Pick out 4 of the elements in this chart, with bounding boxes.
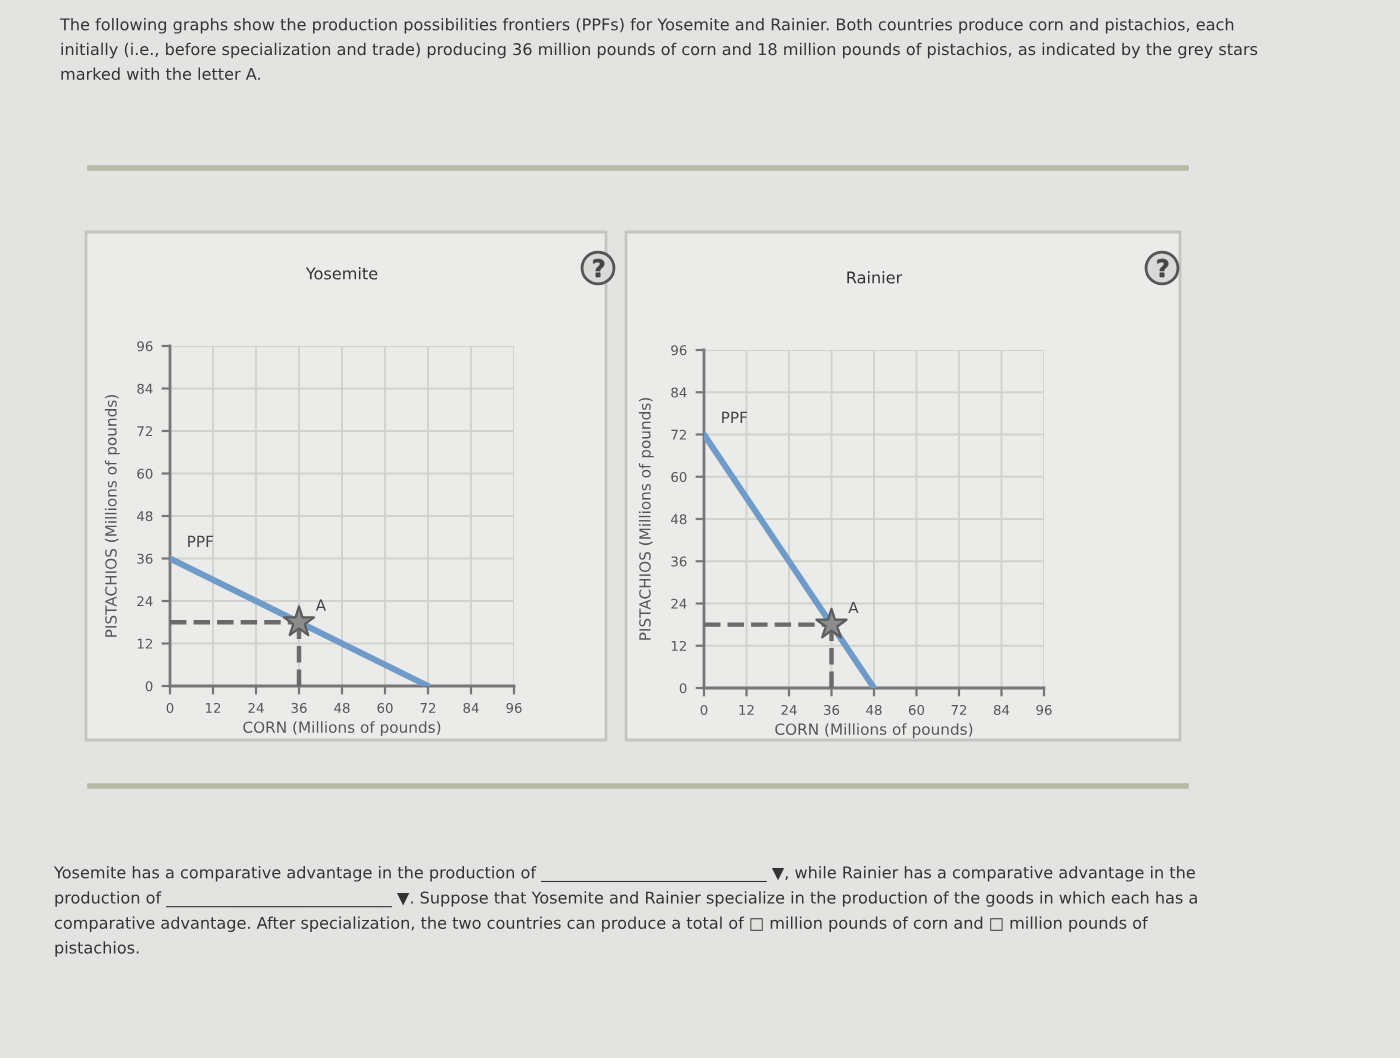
chart-title: Rainier: [847, 271, 903, 284]
text: Yosemite has a comparative advantage in the production of ____________________________ ▼, while Rainier has a comparative advantage in the production of ____________________________ ▼. Suppose that Yosemite and Rainier specialize in the production of the goods in which each has a comparative advantage. After specialization, the two countries can produce a total of □ million pounds of corn and □ million pounds of pistachios.: [53, 866, 1197, 957]
text: The following graphs show the production possibilities frontiers (PPFs) for Yosemite and Rainier. Both countries produce corn and pistachios, each initially (i.e., before specialization and trade) producing 36 million pounds of corn and 18 million pounds of pistachios, as indicated by the grey stars marked with the letter A.: [59, 18, 1258, 81]
chart-title: Yosemite: [305, 267, 378, 280]
